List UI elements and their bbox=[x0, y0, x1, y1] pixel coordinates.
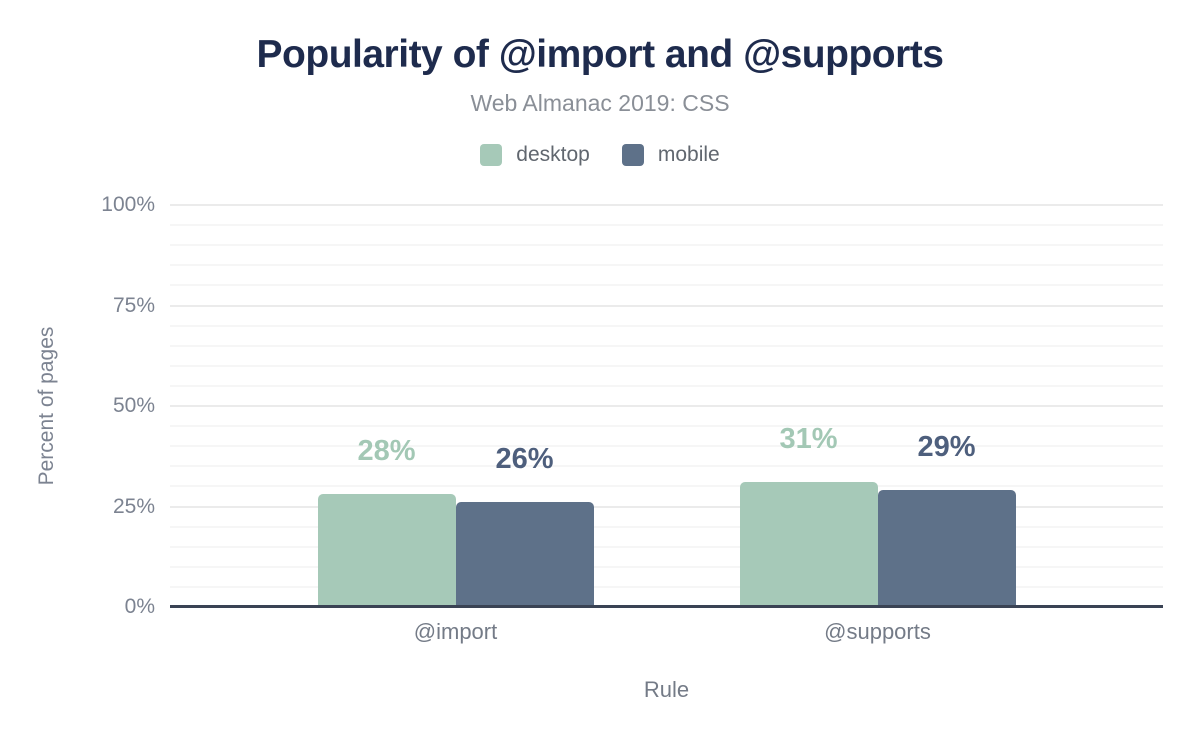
legend: desktop mobile bbox=[0, 143, 1200, 167]
desktop-swatch-icon bbox=[480, 144, 503, 166]
major-gridline bbox=[170, 505, 1163, 508]
mobile-bar bbox=[877, 490, 1016, 607]
desktop-bar bbox=[739, 482, 878, 607]
mobile-swatch-icon bbox=[621, 144, 644, 166]
minor-gridline bbox=[170, 364, 1163, 367]
plot-area: 0% 25% 50% 75% 100% 28% 26% @import 31% 29% @suppo… bbox=[101, 193, 1163, 644]
major-gridline bbox=[170, 304, 1163, 307]
minor-gridline bbox=[170, 224, 1163, 227]
y-tick-label: 75% bbox=[112, 293, 155, 317]
minor-gridline bbox=[170, 585, 1163, 588]
mobile-bar bbox=[455, 502, 594, 607]
major-gridline bbox=[170, 204, 1163, 206]
minor-gridline bbox=[170, 384, 1163, 387]
legend-item-desktop: desktop bbox=[480, 143, 590, 167]
minor-gridline bbox=[170, 525, 1163, 528]
chart-subtitle: Web Almanac 2019: CSS bbox=[470, 90, 730, 116]
minor-gridline bbox=[170, 545, 1163, 548]
desktop-value-label: 28% bbox=[357, 435, 416, 468]
y-tick-label: 25% bbox=[112, 494, 155, 518]
legend-item-mobile: mobile bbox=[621, 143, 720, 167]
legend-label-desktop: desktop bbox=[516, 143, 590, 166]
legend-label-mobile: mobile bbox=[657, 143, 720, 166]
mobile-value-label: 29% bbox=[917, 431, 976, 464]
major-gridline bbox=[170, 405, 1163, 407]
category-label: @import bbox=[413, 619, 498, 644]
chart-title: Popularity of @import and @supports bbox=[256, 33, 944, 76]
minor-gridline bbox=[170, 284, 1163, 287]
minor-gridline bbox=[170, 344, 1163, 347]
minor-gridline bbox=[170, 244, 1163, 247]
mobile-value-label: 26% bbox=[495, 443, 554, 476]
x-axis-line bbox=[170, 605, 1163, 608]
minor-gridline bbox=[170, 565, 1163, 568]
x-axis-title: Rule bbox=[643, 677, 690, 702]
minor-gridline bbox=[170, 465, 1163, 468]
desktop-bar bbox=[317, 494, 456, 607]
y-tick-label: 100% bbox=[101, 193, 155, 216]
minor-gridline bbox=[170, 324, 1163, 327]
y-tick-label: 0% bbox=[124, 595, 155, 618]
desktop-value-label: 31% bbox=[779, 423, 838, 456]
minor-gridline bbox=[170, 264, 1163, 267]
minor-gridline bbox=[170, 445, 1163, 448]
category-label: @supports bbox=[824, 619, 931, 644]
minor-gridline bbox=[170, 485, 1163, 488]
y-tick-label: 50% bbox=[112, 394, 155, 417]
minor-gridline bbox=[170, 425, 1163, 428]
